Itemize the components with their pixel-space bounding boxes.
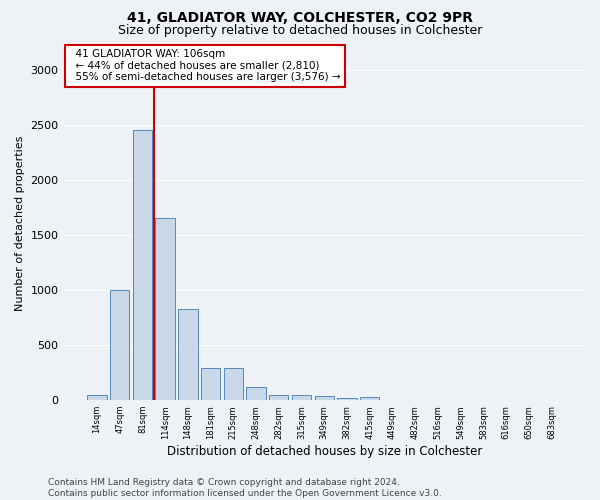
X-axis label: Distribution of detached houses by size in Colchester: Distribution of detached houses by size … [167, 444, 482, 458]
Bar [292, 394, 311, 400]
Bar [155, 218, 175, 400]
Text: Contains HM Land Registry data © Crown copyright and database right 2024.
Contai: Contains HM Land Registry data © Crown c… [48, 478, 442, 498]
Bar [201, 368, 220, 400]
Bar [360, 397, 379, 400]
Text: 41 GLADIATOR WAY: 106sqm
  ← 44% of detached houses are smaller (2,810)
  55% of: 41 GLADIATOR WAY: 106sqm ← 44% of detach… [69, 50, 340, 82]
Bar [269, 394, 289, 400]
Bar [133, 130, 152, 400]
Bar [87, 394, 107, 400]
Text: 41, GLADIATOR WAY, COLCHESTER, CO2 9PR: 41, GLADIATOR WAY, COLCHESTER, CO2 9PR [127, 11, 473, 25]
Text: Size of property relative to detached houses in Colchester: Size of property relative to detached ho… [118, 24, 482, 37]
Bar [178, 308, 197, 400]
Bar [314, 396, 334, 400]
Bar [224, 368, 243, 400]
Bar [247, 387, 266, 400]
Bar [110, 290, 130, 400]
Y-axis label: Number of detached properties: Number of detached properties [15, 136, 25, 312]
Bar [337, 398, 356, 400]
